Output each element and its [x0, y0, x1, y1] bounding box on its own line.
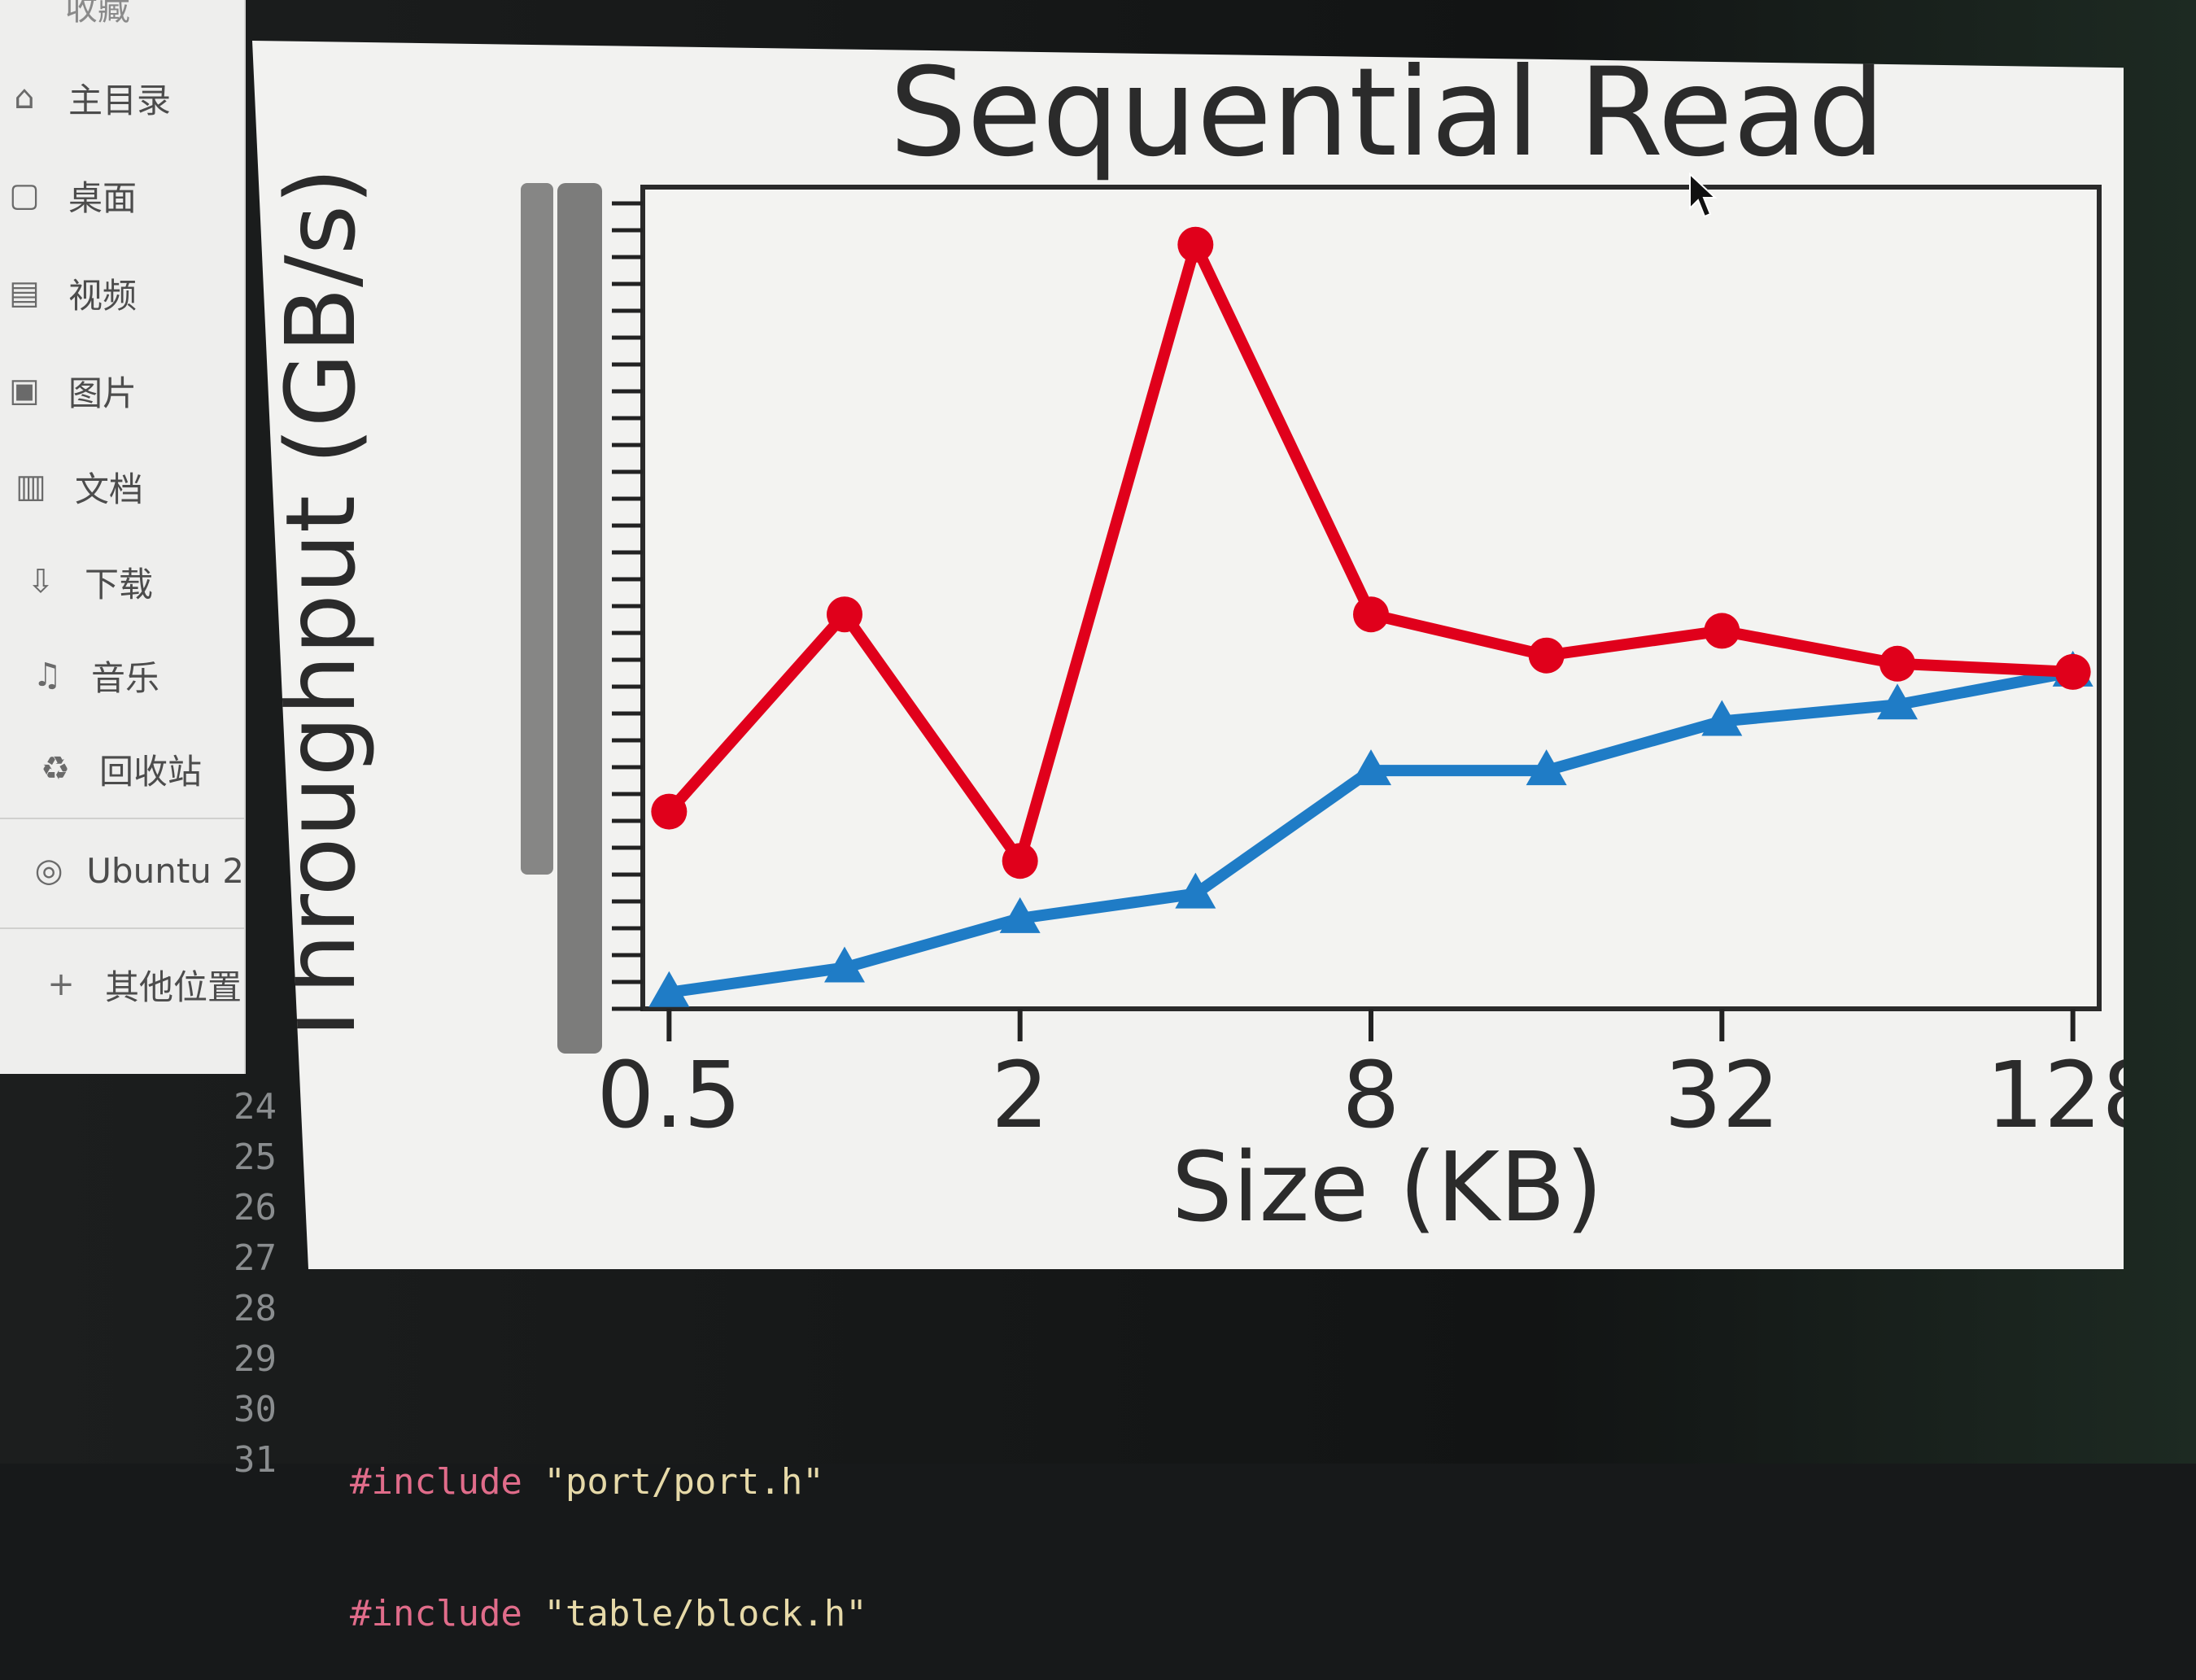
sidebar-item-device[interactable]: ◎ Ubuntu 2 [0, 838, 244, 903]
x-tick-label: 2 [991, 1043, 1049, 1149]
data-point [648, 971, 690, 1007]
sidebar-item-label: 视频 [68, 275, 138, 316]
sidebar-item-download[interactable]: ⇩ 下载 [0, 549, 244, 614]
data-point [1876, 683, 1918, 720]
code-line: #include "port/port.h" [350, 1461, 824, 1503]
sidebar-separator [0, 927, 244, 929]
sidebar-item-label: 下载 [85, 564, 154, 604]
mouse-cursor-icon [1689, 172, 1718, 218]
data-point [2054, 653, 2091, 690]
x-tick-label: 128 [1986, 1043, 2124, 1149]
data-point [1704, 613, 1740, 649]
trash-icon: ♻ [41, 750, 70, 788]
music-icon: ♫ [33, 657, 62, 694]
sidebar-item-label: 音乐 [91, 657, 160, 698]
download-icon: ⇩ [27, 563, 55, 600]
document-icon: ▥ [15, 468, 46, 505]
sidebar-item-music[interactable]: ♫ 音乐 [0, 643, 244, 708]
sidebar-header: 收藏 [65, 0, 130, 28]
home-icon: ⌂ [14, 79, 35, 116]
line-number: 26 [234, 1187, 277, 1228]
chart-title: Sequential Read [889, 42, 1885, 184]
editor-code[interactable]: #include "port/port.h" #include "table/b… [350, 1375, 867, 1680]
sidebar-item-video[interactable]: ▤ 视频 [0, 260, 244, 325]
x-tick-label: 32 [1664, 1043, 1780, 1149]
disc-icon: ◎ [34, 852, 63, 889]
sidebar-item-home[interactable]: ⌂ 主目录 [0, 65, 244, 130]
line-number: 28 [234, 1288, 277, 1329]
line-number: 25 [234, 1137, 277, 1178]
image-icon: ▣ [9, 372, 40, 409]
data-point [651, 793, 688, 830]
x-axis-label: Size (KB) [1172, 1131, 1603, 1243]
sidebar-item-other-locations[interactable]: + 其他位置 [0, 952, 244, 1017]
sidebar-separator [0, 818, 244, 819]
line-number: 29 [234, 1338, 277, 1380]
video-icon: ▤ [9, 274, 40, 312]
desktop-icon: ▢ [9, 177, 40, 214]
sidebar-item-label: 回收站 [99, 751, 203, 792]
data-point [1879, 645, 1915, 682]
data-point [824, 946, 866, 983]
sidebar-item-label: 图片 [68, 373, 138, 413]
sidebar-item-image[interactable]: ▣ 图片 [0, 358, 244, 423]
sidebar-item-document[interactable]: ▥ 文档 [0, 454, 244, 519]
data-point [1002, 843, 1038, 879]
data-point [999, 897, 1041, 933]
data-point [1526, 749, 1567, 786]
x-tick-label: 0.5 [596, 1043, 741, 1149]
line-number: 27 [234, 1237, 277, 1279]
code-line: #include "table/block.h" [350, 1593, 867, 1634]
data-point [1175, 872, 1216, 909]
data-point [1177, 226, 1214, 263]
editor-line-numbers: 24 25 26 27 28 29 30 31 [187, 1082, 277, 1486]
sidebar-item-label: 桌面 [68, 177, 138, 218]
data-point [1351, 749, 1391, 786]
line-number: 24 [234, 1086, 277, 1128]
file-manager-sidebar: 收藏 ⌂ 主目录 ▢ 桌面 ▤ 视频 ▣ 图片 ▥ 文档 ⇩ 下载 ♫ 音乐 ♻ 回收站 ◎ Ubuntu 2… [0, 0, 246, 1074]
data-point [1528, 637, 1565, 674]
x-tick-label: 8 [1342, 1043, 1399, 1149]
y-tick-labels-blur [557, 183, 602, 1054]
line-number: 31 [234, 1439, 277, 1481]
data-point [827, 596, 863, 633]
data-point [1701, 700, 1743, 736]
y-tick-labels-blur [521, 183, 553, 875]
sidebar-item-desktop[interactable]: ▢ 桌面 [0, 163, 244, 228]
sidebar-item-label: 文档 [75, 469, 144, 509]
data-point [1353, 596, 1389, 633]
sidebar-item-label: 主目录 [68, 80, 172, 120]
line-number: 30 [234, 1389, 277, 1430]
sidebar-item-trash[interactable]: ♻ 回收站 [0, 736, 244, 801]
chart-window: Sequential Read Size (KB) Throughput (GB/s… [252, 41, 2124, 1269]
plus-icon: + [47, 966, 75, 1003]
